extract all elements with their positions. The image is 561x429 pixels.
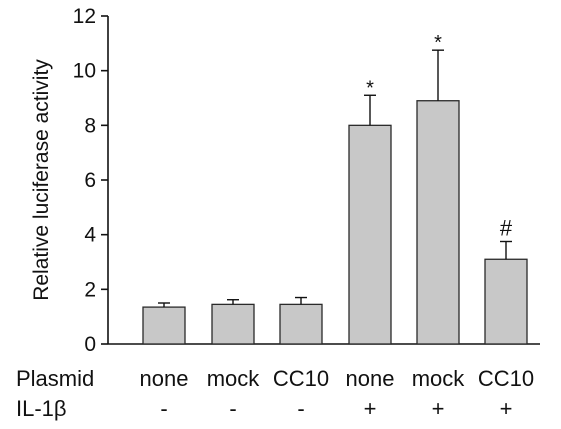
- y-tick-label: 12: [73, 5, 96, 28]
- y-tick-label: 10: [73, 60, 96, 83]
- row-label-1: Plasmid: [16, 366, 94, 391]
- significance-asterisk: *: [434, 32, 442, 54]
- bar-4: [348, 124, 392, 345]
- y-tick-label: 8: [84, 114, 96, 137]
- bar-2: [211, 303, 255, 345]
- bar-5: [416, 100, 460, 345]
- plasmid-label: mock: [412, 366, 466, 391]
- plasmid-label: none: [346, 366, 395, 391]
- y-axis-title: Relative luciferase activity: [30, 59, 53, 301]
- il1b-label: +: [364, 396, 377, 421]
- significance-asterisk: *: [366, 77, 374, 99]
- plasmid-label: mock: [207, 366, 261, 391]
- il1b-label: -: [229, 396, 236, 421]
- plasmid-label: CC10: [273, 366, 329, 391]
- bar-1: [142, 306, 186, 345]
- y-tick-label: 2: [84, 278, 96, 301]
- bar-6: [484, 258, 528, 345]
- plasmid-label: none: [140, 366, 189, 391]
- plasmid-label: CC10: [478, 366, 534, 391]
- il1b-label: +: [500, 396, 513, 421]
- il1b-label: +: [432, 396, 445, 421]
- row-label-2: IL-1β: [16, 396, 67, 421]
- il1b-label: -: [297, 396, 304, 421]
- y-tick-label: 4: [84, 224, 96, 247]
- bar-3: [279, 303, 323, 345]
- y-tick-label: 6: [84, 169, 96, 192]
- y-tick-label: 0: [84, 333, 96, 356]
- significance-hash: #: [500, 216, 513, 241]
- il1b-label: -: [160, 396, 167, 421]
